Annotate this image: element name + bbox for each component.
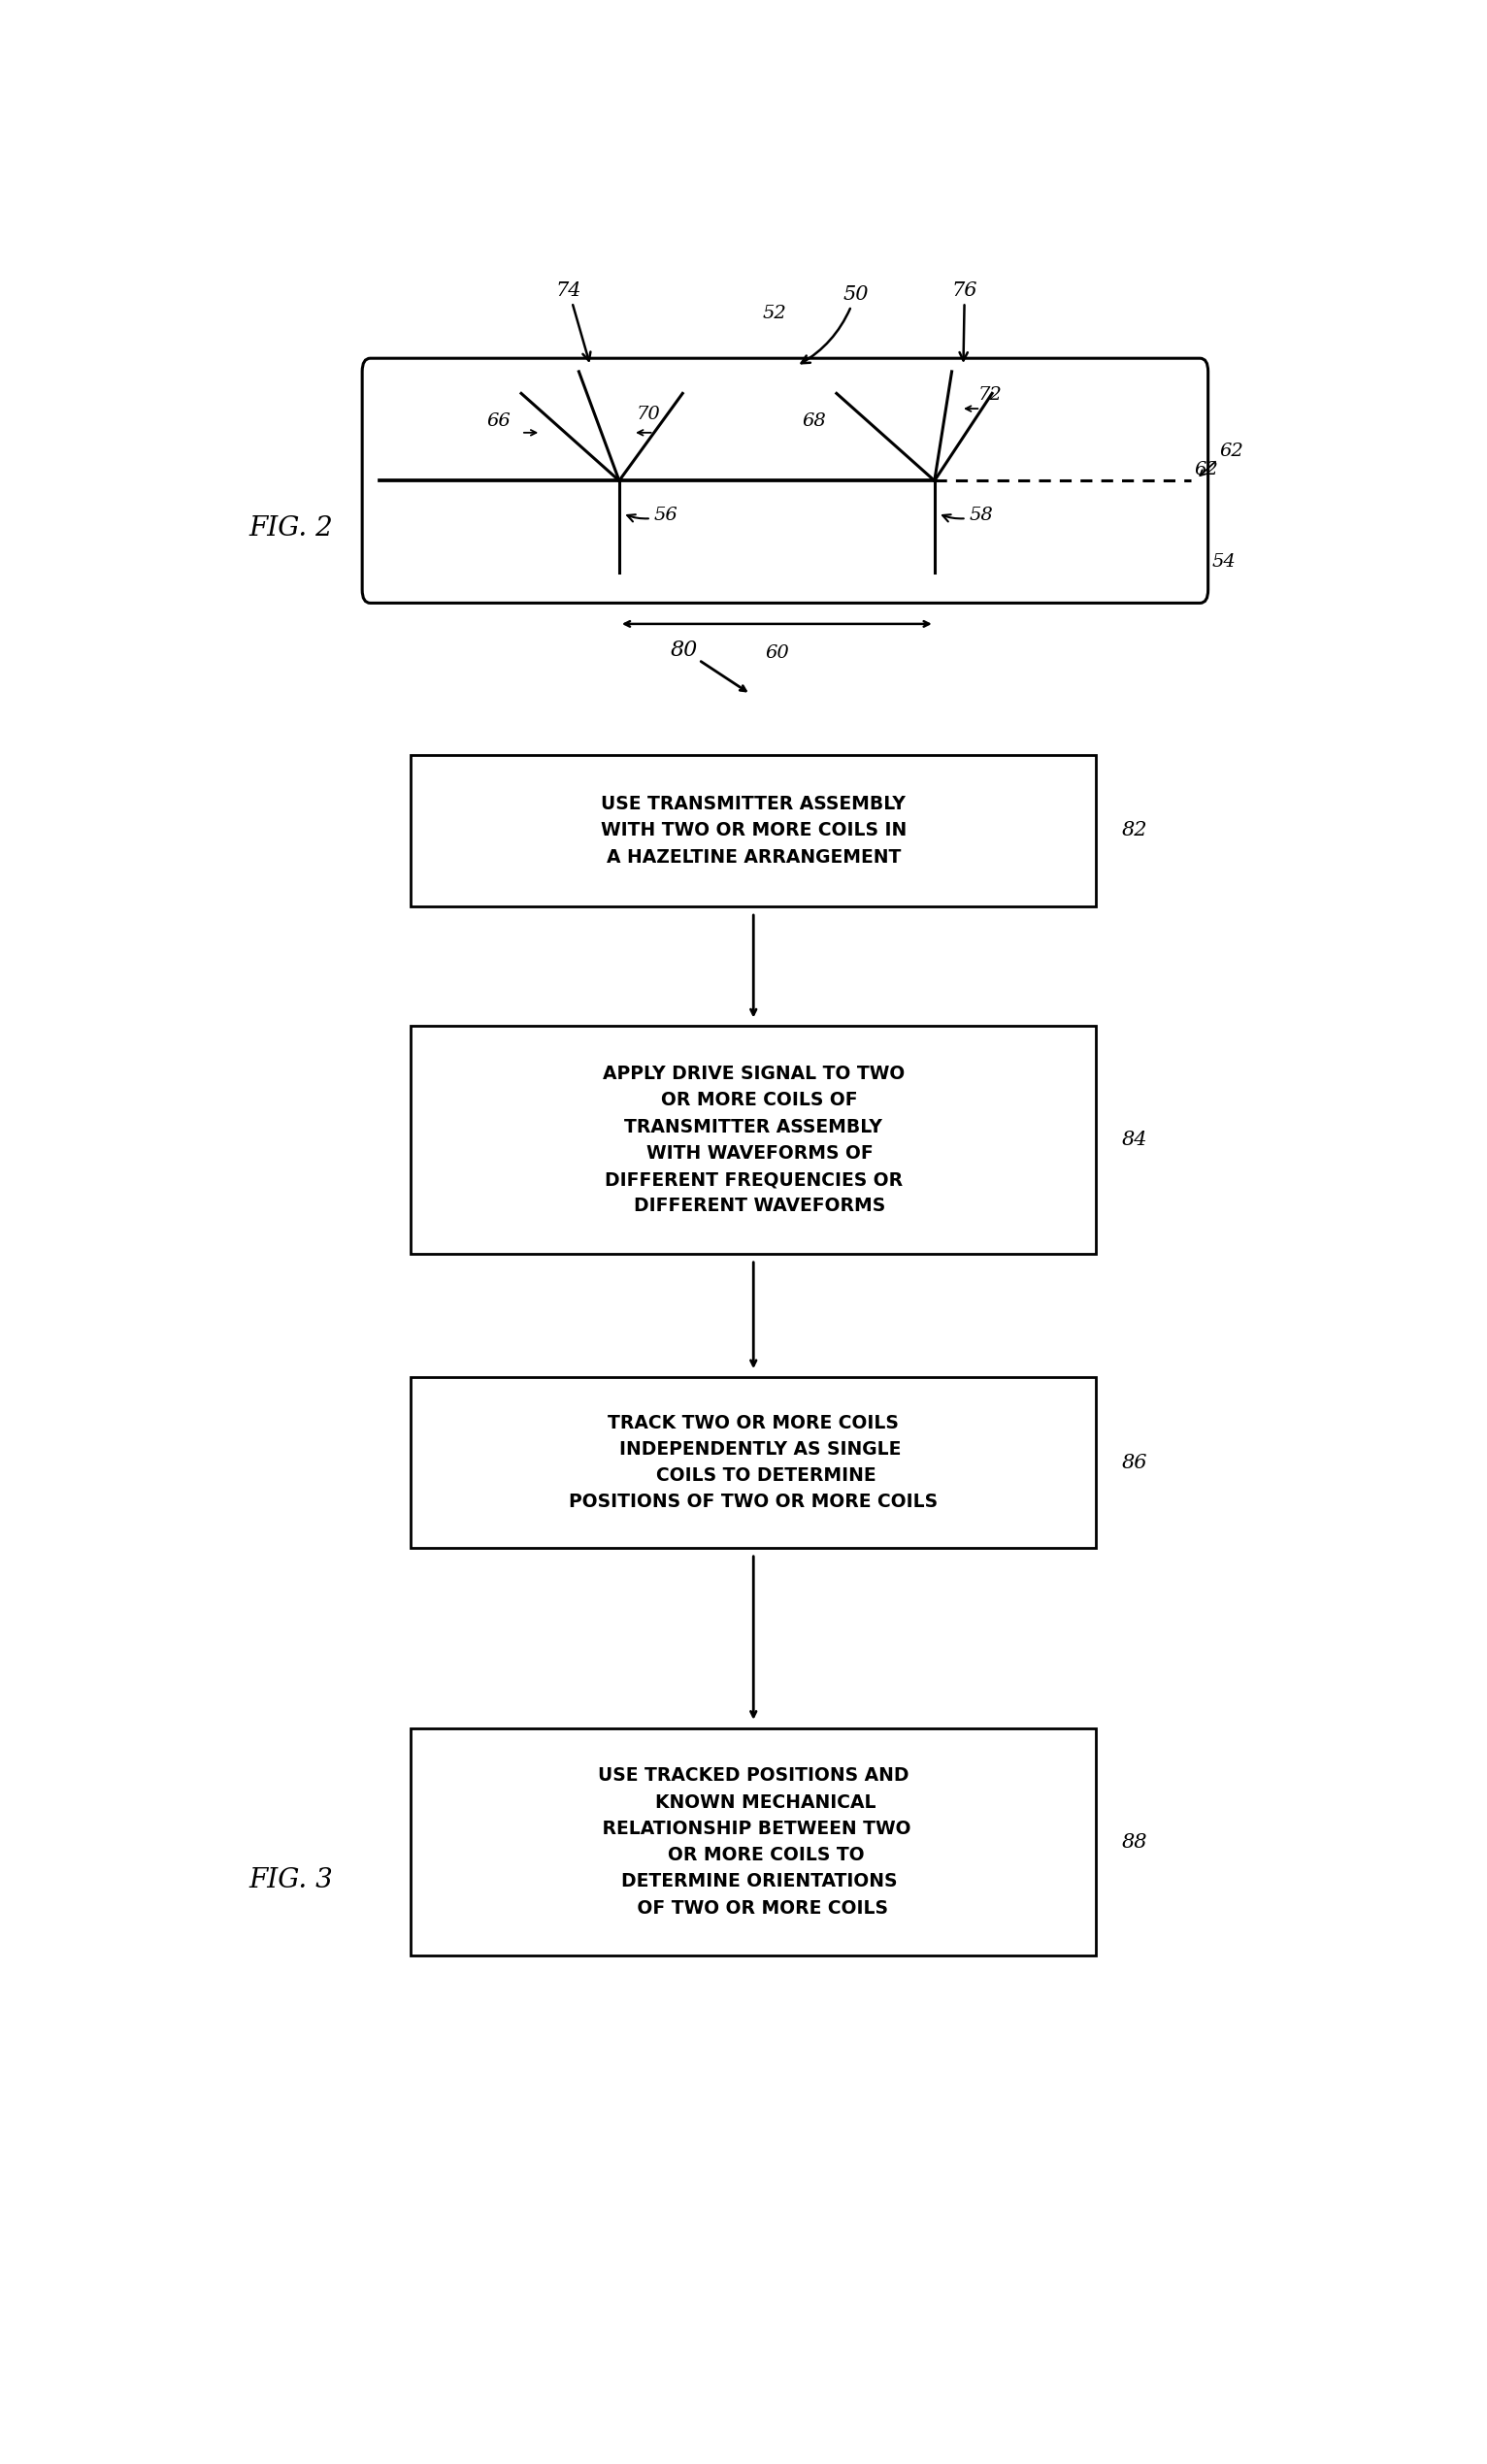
Text: 88: 88: [1121, 1833, 1148, 1850]
Bar: [410, 1025, 1096, 1254]
Text: 66: 66: [486, 411, 510, 431]
Text: FIG. 3: FIG. 3: [250, 1868, 333, 1892]
Text: 54: 54: [1212, 554, 1236, 572]
Text: 60: 60: [764, 646, 788, 663]
Text: USE TRACKED POSITIONS AND
    KNOWN MECHANICAL
 RELATIONSHIP BETWEEN TWO
    OR : USE TRACKED POSITIONS AND KNOWN MECHANIC…: [596, 1767, 912, 1917]
Text: USE TRANSMITTER ASSEMBLY
WITH TWO OR MORE COILS IN
A HAZELTINE ARRANGEMENT: USE TRANSMITTER ASSEMBLY WITH TWO OR MOR…: [601, 796, 907, 867]
Text: 56: 56: [628, 508, 678, 525]
Text: 50: 50: [801, 286, 868, 362]
Text: 52: 52: [761, 306, 787, 323]
Text: 76: 76: [952, 281, 977, 360]
Text: 70: 70: [636, 407, 660, 424]
Bar: [410, 1727, 1096, 1956]
Text: 80: 80: [669, 641, 697, 660]
Text: 68: 68: [801, 411, 825, 431]
Text: 62: 62: [1219, 444, 1243, 461]
Text: TRACK TWO OR MORE COILS
  INDEPENDENTLY AS SINGLE
    COILS TO DETERMINE
POSITIO: TRACK TWO OR MORE COILS INDEPENDENTLY AS…: [570, 1414, 938, 1510]
Text: 74: 74: [556, 281, 590, 360]
Text: 72: 72: [978, 387, 1002, 404]
Text: FIG. 2: FIG. 2: [250, 515, 333, 542]
FancyBboxPatch shape: [363, 357, 1207, 604]
Text: 82: 82: [1121, 821, 1148, 840]
Text: 58: 58: [943, 508, 993, 525]
Text: APPLY DRIVE SIGNAL TO TWO
  OR MORE COILS OF
TRANSMITTER ASSEMBLY
  WITH WAVEFOR: APPLY DRIVE SIGNAL TO TWO OR MORE COILS …: [602, 1064, 904, 1215]
Text: 84: 84: [1121, 1131, 1148, 1148]
Text: 86: 86: [1121, 1454, 1148, 1471]
Text: 62: 62: [1194, 461, 1218, 478]
Bar: [410, 754, 1096, 907]
Bar: [410, 1377, 1096, 1547]
